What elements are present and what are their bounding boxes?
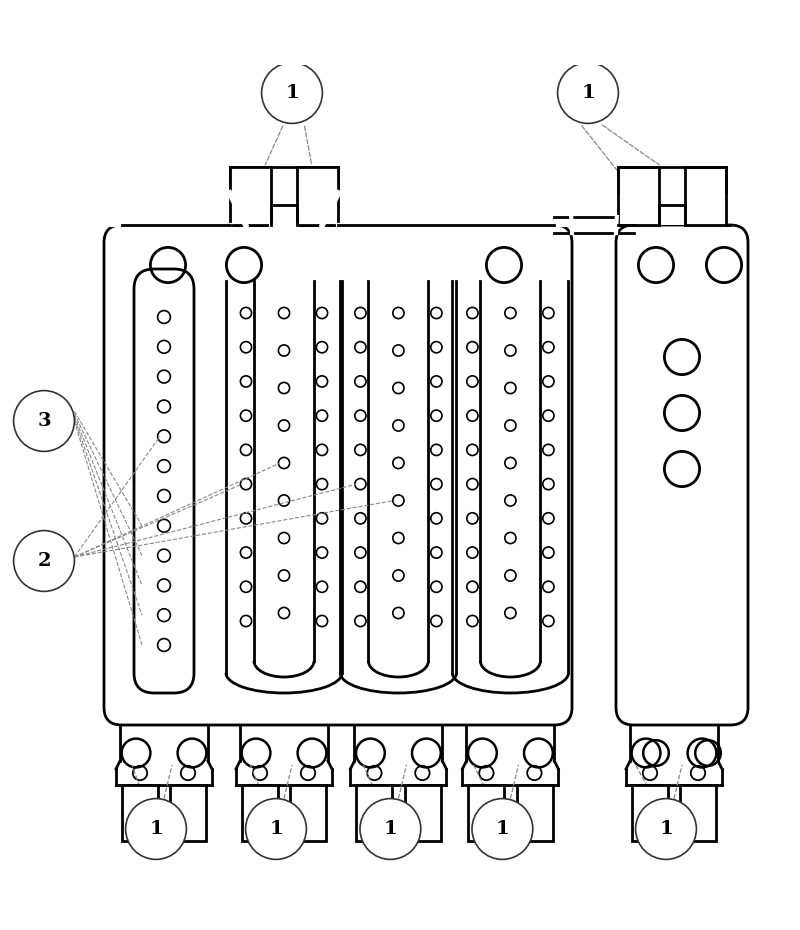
Text: 1: 1 [581,84,595,102]
Circle shape [360,799,421,859]
Text: 1: 1 [149,820,163,838]
Text: 1: 1 [285,84,299,102]
Circle shape [14,531,74,591]
Circle shape [636,799,697,859]
Bar [290,167,332,225]
Text: 1: 1 [383,820,398,838]
Bar [685,167,726,225]
Bar [242,785,278,841]
Bar [618,165,726,225]
Circle shape [126,799,186,859]
Bar [356,785,392,841]
Bar [517,785,553,841]
Bar [405,785,441,841]
Bar [297,167,338,225]
Text: 3: 3 [37,412,51,430]
Bar [122,785,158,841]
Text: 1: 1 [659,820,673,838]
Circle shape [246,799,306,859]
Bar [230,167,271,225]
Circle shape [472,799,533,859]
Circle shape [558,62,618,124]
Bar [632,785,667,841]
Bar [236,167,278,225]
Bar [290,785,326,841]
Bar [170,785,206,841]
Bar [468,785,504,841]
Circle shape [14,391,74,451]
Bar [618,167,659,225]
Text: 1: 1 [495,820,510,838]
Bar [230,165,338,225]
Text: 1: 1 [269,820,283,838]
Text: 2: 2 [38,552,50,570]
Circle shape [262,62,322,124]
Bar [680,785,717,841]
